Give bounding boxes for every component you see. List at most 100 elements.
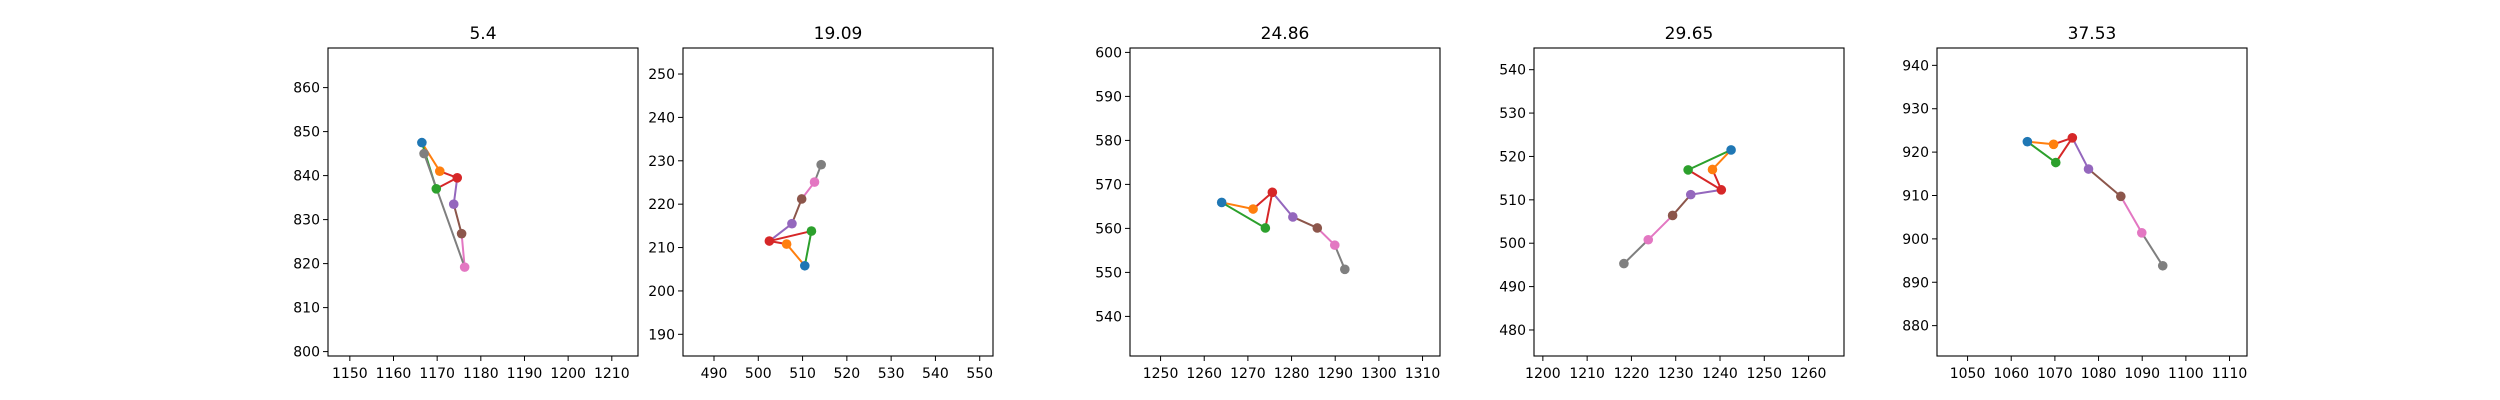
x-tick-label: 1290 — [1317, 366, 1353, 382]
x-tick-label: 1260 — [1186, 366, 1222, 382]
data-point — [459, 262, 470, 272]
data-point — [431, 184, 442, 194]
y-tick-label: 540 — [1499, 63, 1526, 79]
y-tick-label: 550 — [1095, 265, 1122, 281]
subplot-5: 37.53 1050 1060 1070 1080 1090 1100 1110 880 890 9… — [1902, 24, 2248, 382]
y-tick-label: 250 — [648, 67, 675, 83]
y-tick-label: 890 — [1902, 275, 1929, 291]
y-tick-label: 820 — [293, 257, 320, 273]
y-tick-label: 910 — [1902, 188, 1929, 204]
data-point — [1288, 212, 1298, 222]
y-tick-label: 880 — [1902, 319, 1929, 335]
connection-line — [1271, 191, 1294, 218]
data-point — [2067, 132, 2078, 143]
y-tick-label: 210 — [648, 241, 675, 257]
connection-line — [1687, 148, 1733, 171]
y-tick-label: 570 — [1095, 177, 1122, 193]
x-tick-label: 1230 — [1658, 366, 1694, 382]
x-tick-label: 500 — [745, 366, 772, 382]
data-point — [1340, 264, 1350, 275]
subplot-title: 29.65 — [1665, 24, 1714, 44]
connection-line — [1689, 188, 1723, 196]
x-tick-label: 1270 — [1230, 366, 1266, 382]
x-tick-label: 1200 — [1525, 366, 1561, 382]
x-tick-label: 540 — [922, 366, 949, 382]
data-point — [1716, 185, 1727, 195]
connection-line — [452, 203, 463, 235]
data-point — [2136, 228, 2147, 238]
data-point — [452, 173, 463, 183]
y-tick-label: 930 — [1902, 102, 1929, 118]
subplot-title: 24.86 — [1261, 24, 1310, 44]
connection-line — [423, 152, 466, 269]
axes-frame — [1936, 47, 2248, 357]
connection-line — [1220, 201, 1267, 229]
axes-frame — [1533, 47, 1845, 357]
x-tick-label: 1240 — [1702, 366, 1738, 382]
data-point — [1685, 189, 1696, 200]
x-tick-label: 1080 — [2081, 366, 2117, 382]
data-point — [1216, 197, 1227, 208]
x-tick-label: 1190 — [507, 366, 543, 382]
data-point — [787, 218, 797, 229]
y-tick-label: 230 — [648, 154, 675, 170]
y-tick-label: 220 — [648, 197, 675, 213]
axes-frame — [682, 47, 994, 357]
connection-line — [803, 230, 813, 267]
data-point — [1312, 223, 1323, 233]
x-tick-label: 1090 — [2124, 366, 2160, 382]
x-tick-label: 550 — [966, 366, 993, 382]
y-tick-label: 520 — [1499, 149, 1526, 165]
x-tick-label: 1250 — [1143, 366, 1179, 382]
x-tick-label: 1110 — [2212, 366, 2248, 382]
y-tick-label: 190 — [648, 327, 675, 343]
y-tick-label: 800 — [293, 345, 320, 361]
axes-frame — [327, 47, 639, 357]
connection-line — [1647, 214, 1674, 241]
x-tick-label: 1070 — [2037, 366, 2073, 382]
data-point — [434, 166, 445, 176]
x-tick-label: 490 — [701, 366, 728, 382]
data-point — [1267, 187, 1278, 198]
connection-line — [768, 230, 813, 243]
data-point — [799, 260, 810, 271]
y-tick-label: 600 — [1095, 45, 1122, 61]
connection-line — [1622, 238, 1650, 265]
y-tick-label: 540 — [1095, 309, 1122, 325]
data-point — [1667, 210, 1678, 221]
data-point — [2083, 164, 2094, 174]
x-tick-label: 1310 — [1405, 366, 1441, 382]
x-tick-label: 1280 — [1274, 366, 1310, 382]
data-point — [1707, 164, 1718, 175]
data-point — [1726, 145, 1736, 155]
x-tick-label: 1060 — [1993, 366, 2029, 382]
y-tick-label: 900 — [1902, 232, 1929, 248]
x-tick-label: 1200 — [550, 366, 586, 382]
x-tick-label: 1100 — [2168, 366, 2204, 382]
x-tick-label: 510 — [789, 366, 816, 382]
y-tick-label: 840 — [293, 169, 320, 185]
connection-line — [2087, 168, 2122, 198]
data-point — [2048, 139, 2059, 150]
x-tick-label: 1150 — [332, 366, 368, 382]
data-point — [1260, 223, 1271, 233]
data-point — [2022, 136, 2033, 147]
data-point — [1683, 165, 1693, 175]
data-point — [809, 177, 820, 187]
y-tick-label: 830 — [293, 213, 320, 229]
y-tick-label: 490 — [1499, 280, 1526, 296]
x-tick-label: 1250 — [1746, 366, 1782, 382]
data-point — [1643, 234, 1654, 245]
data-point — [419, 148, 429, 159]
x-tick-label: 1220 — [1614, 366, 1650, 382]
data-point — [1619, 258, 1629, 269]
y-tick-label: 500 — [1499, 236, 1526, 252]
x-tick-label: 520 — [833, 366, 860, 382]
connection-line — [460, 232, 466, 269]
subplot-title: 5.4 — [469, 24, 496, 44]
connection-line — [1264, 191, 1274, 229]
subplot-3: 24.86 1250 1260 1270 1280 1290 1300 1310 540 550 5… — [1095, 24, 1441, 382]
subplot-4: 29.65 1200 1210 1220 1230 1240 1250 1260 480 490 5… — [1499, 24, 1845, 382]
y-tick-label: 200 — [648, 284, 675, 300]
connection-line — [2071, 136, 2090, 171]
